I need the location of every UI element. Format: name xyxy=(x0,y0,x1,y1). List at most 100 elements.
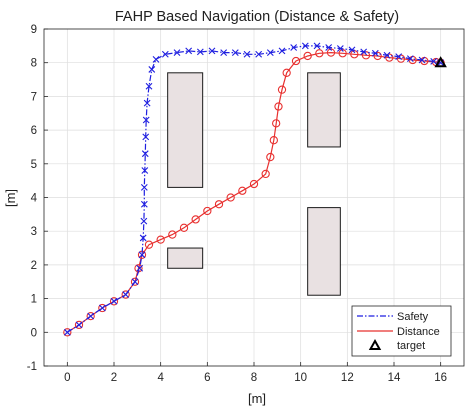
distance-point xyxy=(338,49,347,58)
chart-title: FAHP Based Navigation (Distance & Safety… xyxy=(115,9,399,25)
x-axis-label: [m] xyxy=(248,391,266,406)
target-marker xyxy=(434,56,447,68)
safety-point xyxy=(325,44,333,51)
safety-point xyxy=(142,116,150,124)
safety-point xyxy=(145,82,153,90)
safety-point xyxy=(243,50,251,58)
distance-point xyxy=(291,56,301,66)
distance-point xyxy=(269,136,278,145)
safety-line xyxy=(66,45,441,333)
distance-point xyxy=(303,51,312,61)
safety-point xyxy=(313,42,321,50)
legend: Safety Distance target xyxy=(351,305,452,357)
distance-point xyxy=(130,277,140,286)
safety-point xyxy=(430,57,438,65)
distance-point xyxy=(261,169,270,179)
y-tick-label: 9 xyxy=(31,24,37,36)
x-tick-label: 0 xyxy=(64,372,70,384)
x-tick-label: 4 xyxy=(157,372,164,384)
safety-point xyxy=(148,66,156,73)
distance-point xyxy=(266,152,275,162)
distance-point xyxy=(168,230,177,239)
series-layer xyxy=(63,42,447,337)
x-tick-label: 12 xyxy=(341,372,354,384)
x-tick-label: 14 xyxy=(388,372,401,384)
x-tick-label: 8 xyxy=(251,372,257,384)
safety-point xyxy=(139,234,147,242)
y-tick-label: 8 xyxy=(31,58,37,70)
y-tick-label: 6 xyxy=(31,125,37,137)
distance-point xyxy=(203,206,212,216)
distance-point xyxy=(282,68,291,77)
legend-target-label: target xyxy=(397,340,425,352)
safety-point xyxy=(371,49,379,57)
safety-point xyxy=(278,47,286,55)
legend-safety-label: Safety xyxy=(397,311,429,323)
obstacle-rect xyxy=(307,207,341,296)
safety-point xyxy=(395,53,403,61)
safety-point xyxy=(173,49,181,56)
obstacle-rect xyxy=(167,247,204,269)
y-axis-label: [m] xyxy=(3,189,18,207)
legend-distance-label: Distance xyxy=(397,326,440,338)
safety-point xyxy=(360,48,368,56)
distance-point xyxy=(277,85,287,94)
grid xyxy=(44,28,464,367)
safety-point xyxy=(348,46,356,54)
safety-point xyxy=(406,55,414,63)
distance-point xyxy=(63,328,72,337)
distance-point xyxy=(156,235,165,244)
safety-point xyxy=(143,99,151,107)
x-tick-label: 6 xyxy=(204,372,210,384)
safety-point xyxy=(161,50,169,58)
safety-point xyxy=(63,328,71,336)
safety-point xyxy=(87,312,95,320)
safety-point xyxy=(131,278,139,286)
distance-point xyxy=(86,311,95,321)
safety-point xyxy=(290,44,298,51)
safety-point xyxy=(383,51,391,59)
safety-point xyxy=(141,150,149,158)
distance-point xyxy=(272,119,281,128)
safety-point xyxy=(196,48,204,56)
y-tick-label: 4 xyxy=(31,193,38,205)
safety-point xyxy=(140,217,148,225)
y-tick-label: 0 xyxy=(31,327,37,339)
safety-point xyxy=(110,297,118,305)
distance-point xyxy=(144,240,154,249)
safety-point xyxy=(136,264,144,272)
distance-point xyxy=(74,320,84,330)
safety-point xyxy=(255,50,263,58)
y-tick-label: 3 xyxy=(31,226,37,238)
x-tick-label: 10 xyxy=(294,372,307,384)
safety-point xyxy=(220,49,228,56)
x-tick-label: 2 xyxy=(111,372,117,384)
safety-point xyxy=(141,167,149,174)
distance-point xyxy=(249,179,259,189)
legend-target-marker xyxy=(368,338,382,350)
safety-point xyxy=(142,133,150,141)
obstacle-rect xyxy=(307,72,341,148)
safety-point xyxy=(140,200,148,208)
distance-point xyxy=(315,49,324,58)
distance-point xyxy=(238,186,247,195)
distance-point xyxy=(121,290,130,299)
distance-point xyxy=(385,53,394,62)
distance-point xyxy=(226,193,235,202)
distance-point xyxy=(109,297,119,306)
distance-point xyxy=(326,48,336,57)
y-tick-label: -1 xyxy=(27,361,37,373)
safety-point xyxy=(418,56,426,64)
safety-point xyxy=(266,49,274,56)
y-tick-label: 1 xyxy=(31,294,37,306)
distance-point xyxy=(214,200,224,209)
distance-point xyxy=(98,303,107,313)
distance-point xyxy=(191,215,200,224)
obstacles xyxy=(167,72,341,296)
safety-point xyxy=(138,251,146,259)
y-tick-label: 5 xyxy=(31,159,37,171)
y-tick-label: 2 xyxy=(31,260,37,272)
safety-point xyxy=(231,49,239,56)
